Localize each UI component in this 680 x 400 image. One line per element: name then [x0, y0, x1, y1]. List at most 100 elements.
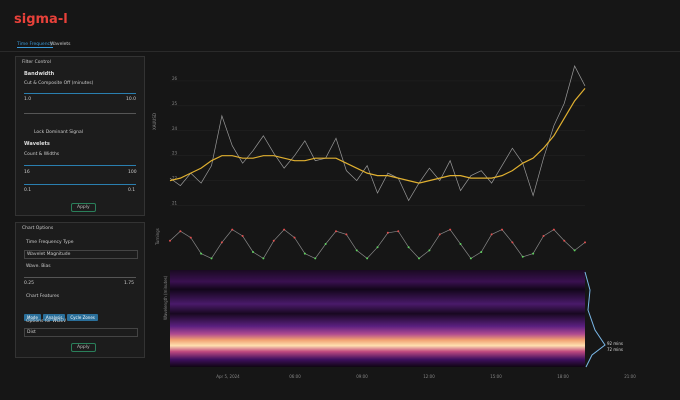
turning-point	[397, 230, 400, 233]
turning-point	[438, 233, 441, 236]
divider	[0, 51, 680, 52]
series-line	[169, 88, 586, 184]
label: Options for WDEV	[26, 319, 67, 324]
tab[interactable]: Time Frequency	[17, 42, 53, 48]
y-tick-label: 22	[172, 176, 178, 181]
turning-point	[220, 241, 223, 244]
osc-label: Turnings	[155, 228, 160, 246]
x-tick-label: Apr 5, 2024	[216, 374, 240, 379]
turning-point	[376, 246, 379, 249]
turning-point	[532, 252, 535, 255]
turning-point	[449, 228, 452, 231]
y-axis-label: XAUUSD	[152, 113, 157, 130]
turning-point	[272, 239, 275, 242]
panel-title: Chart Options	[22, 226, 54, 231]
turning-point	[584, 241, 586, 244]
turning-point	[490, 233, 493, 236]
turning-point	[407, 246, 410, 249]
turning-point	[386, 231, 389, 234]
turning-point	[428, 249, 431, 252]
oscillator	[169, 229, 586, 259]
turning-point	[293, 236, 296, 239]
turning-point	[252, 251, 254, 253]
label: Chart Features	[26, 294, 60, 299]
slider[interactable]	[24, 184, 136, 185]
profile	[584, 271, 606, 368]
turning-point	[563, 239, 566, 242]
turning-point	[469, 257, 472, 260]
label: Cut & Composite Off (minutes)	[24, 81, 94, 86]
x-tick-label: 15:00	[490, 374, 502, 379]
turning-point	[169, 239, 171, 242]
turning-point	[324, 243, 327, 245]
turning-point	[355, 249, 358, 252]
slider[interactable]	[24, 165, 136, 166]
turning-point	[231, 228, 234, 231]
checkbox[interactable]: Lock Dominant Signal	[34, 130, 84, 135]
slider-min: 0.25	[24, 281, 35, 286]
turning-point	[418, 257, 420, 260]
y-tick-label: 23	[172, 151, 178, 156]
turning-point	[189, 236, 192, 239]
heat-label: 92 mins	[607, 341, 623, 346]
panel-title: Filter Control	[22, 60, 51, 65]
y-tick-label: 21	[172, 201, 178, 206]
heatmap	[170, 270, 585, 367]
turning-point	[542, 235, 545, 237]
turning-point	[314, 257, 317, 260]
turning-point	[335, 230, 337, 233]
y-tick-label: 25	[172, 101, 178, 106]
label: Count & Widths	[24, 152, 60, 157]
turning-point	[210, 257, 213, 260]
turning-point	[303, 252, 306, 255]
label: Wavelets	[24, 141, 50, 147]
slider-min: 16	[24, 170, 30, 175]
x-tick-label: 09:00	[356, 374, 368, 379]
heat-label: Wavelength (minutes)	[163, 275, 168, 320]
turning-point	[241, 235, 244, 237]
turning-point	[521, 255, 524, 258]
turning-point	[552, 228, 555, 231]
slider-min: 0.1	[24, 188, 32, 193]
app-title: sigma-l	[14, 12, 68, 27]
slider-max: 100	[128, 170, 137, 175]
turning-point	[200, 252, 203, 255]
x-tick-label: 18:00	[557, 374, 569, 379]
apply-button[interactable]: Apply	[71, 343, 96, 352]
select[interactable]: Wavelet Magnitude	[24, 250, 138, 259]
turning-point	[283, 228, 286, 231]
slider[interactable]	[24, 93, 136, 94]
turning-point	[501, 228, 503, 231]
turning-point	[459, 243, 462, 245]
slider-max: 1.75	[124, 281, 135, 286]
chips: Mode Analysis Cycle Zones	[24, 304, 100, 323]
turning-point	[179, 230, 182, 233]
chip[interactable]: Analysis	[42, 314, 66, 321]
turning-point	[573, 249, 576, 252]
turning-point	[480, 251, 483, 253]
apply-button[interactable]: Apply	[71, 203, 96, 212]
turning-point	[511, 241, 514, 244]
label: Bandwidth	[24, 71, 55, 77]
x-tick-label: 21:00	[624, 374, 636, 379]
slider-min: 1.0	[24, 97, 32, 102]
chip[interactable]: Mode	[24, 314, 41, 321]
y-tick-label: 24	[172, 126, 178, 131]
slider[interactable]	[24, 277, 136, 278]
chip[interactable]: Cycle Zones	[67, 314, 98, 321]
slider-max: 10.0	[126, 97, 137, 102]
x-tick-label: 12:00	[423, 374, 435, 379]
slider[interactable]	[24, 113, 136, 114]
select[interactable]: Dist	[24, 328, 138, 337]
chart-panel: Chart Options Time Frequency Type Wavele…	[15, 222, 145, 358]
tab[interactable]: Wavelets	[50, 42, 71, 47]
turning-point	[366, 257, 369, 260]
x-tick-label: 06:00	[289, 374, 301, 379]
y-tick-label: 26	[172, 76, 178, 81]
label: Time Frequency Type	[26, 240, 74, 245]
heat-label: 72 mins	[607, 347, 623, 352]
slider-max: 0.1	[128, 188, 136, 193]
turning-point	[345, 233, 348, 236]
